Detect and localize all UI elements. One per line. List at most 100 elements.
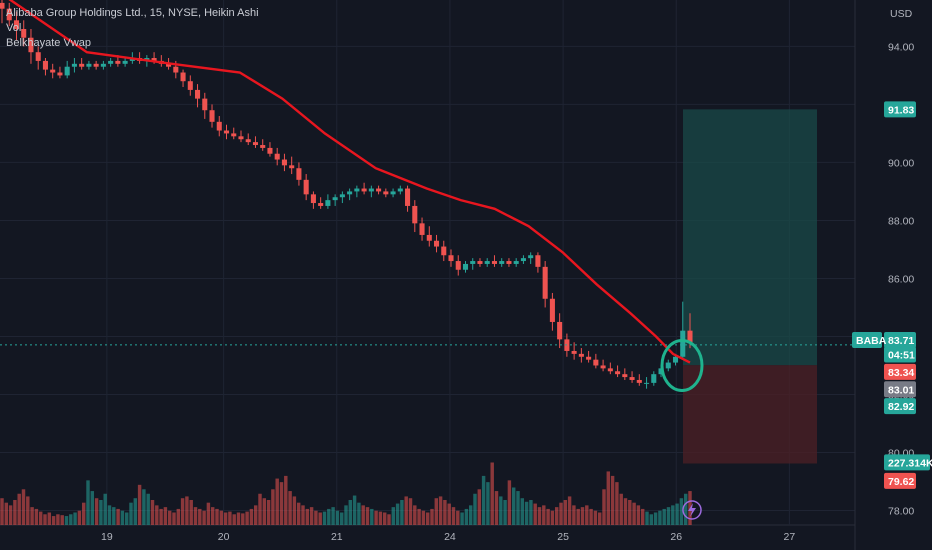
candle-body: [216, 121, 222, 131]
volume-bar: [486, 482, 490, 525]
time-axis[interactable]: 19 20 21 24 25 26 27: [101, 531, 795, 543]
candle-body: [571, 350, 577, 354]
volume-bar: [69, 514, 73, 525]
candle-body: [368, 188, 374, 192]
candle-body: [419, 223, 425, 235]
volume-bar: [542, 505, 546, 525]
candle-body: [252, 142, 259, 146]
volume-bar: [361, 505, 365, 525]
volume-indicator-label[interactable]: Vol: [6, 22, 22, 34]
loss-zone: [683, 365, 817, 464]
candle-body: [448, 255, 454, 262]
volume-bar: [318, 512, 322, 525]
volume-bar: [589, 508, 593, 525]
x-tick-label: 26: [670, 531, 682, 543]
symbol-title[interactable]: Alibaba Group Holdings Ltd., 15, NYSE, H…: [6, 7, 259, 19]
volume-bar: [503, 500, 507, 525]
candle-body: [267, 147, 273, 154]
vwap-indicator-label[interactable]: Belkhayate Vwap: [6, 37, 91, 49]
volume-bar: [524, 501, 529, 525]
candle-body: [607, 368, 613, 372]
volume-bar: [658, 510, 662, 525]
volume-bar: [460, 512, 464, 525]
candle-body: [325, 200, 331, 206]
candle-body: [274, 153, 280, 160]
candle-body: [238, 136, 244, 140]
volume-bar: [344, 505, 348, 525]
price-tag-text: 04:51: [888, 349, 915, 361]
candle-body: [578, 353, 584, 357]
volume-bar: [520, 498, 525, 525]
candle-body: [433, 240, 440, 247]
candle-body: [245, 139, 251, 143]
candle-body: [281, 159, 287, 166]
volume-bar: [26, 496, 30, 525]
candle-body: [629, 377, 635, 380]
volume-bar: [645, 511, 649, 525]
candle-body: [549, 298, 555, 322]
y-tick-label: 78.00: [888, 505, 914, 517]
candle-body: [339, 194, 345, 198]
volume-bar: [365, 507, 370, 525]
volume-bar: [352, 495, 357, 525]
volume-bar: [172, 512, 176, 525]
lightning-icon[interactable]: [682, 500, 702, 520]
volume-bar: [567, 496, 572, 525]
volume-bar: [597, 512, 602, 525]
volume-bar: [628, 500, 632, 525]
volume-bar: [103, 493, 107, 525]
volume-bar: [623, 498, 628, 525]
candle-body: [260, 145, 266, 148]
y-tick-label: 88.00: [888, 215, 914, 227]
volume-bar: [404, 496, 408, 525]
volume-bar: [305, 508, 310, 525]
volume-bar: [288, 491, 292, 525]
candle-body: [441, 246, 447, 256]
volume-bar: [387, 514, 391, 525]
volume-bar: [640, 508, 645, 525]
volume-bar: [262, 498, 267, 525]
candle-body: [303, 179, 309, 195]
volume-bar: [64, 516, 69, 525]
price-tag-text: 79.62: [888, 476, 914, 488]
volume-bars: [0, 462, 692, 525]
volume-bar: [271, 489, 275, 525]
candle-body: [151, 58, 157, 61]
volume-bar: [357, 502, 361, 525]
candle-body: [100, 63, 106, 67]
candle-body: [115, 60, 121, 64]
candle-body: [223, 130, 230, 134]
volume-bar: [73, 512, 77, 525]
candle-body: [426, 234, 432, 241]
x-tick-label: 25: [557, 531, 569, 543]
candle-body: [542, 266, 548, 299]
candle-body: [405, 188, 411, 206]
volume-bar: [146, 493, 150, 525]
profit-zone: [683, 109, 817, 366]
candle-body: [376, 188, 382, 192]
price-tag-baba: BABA: [852, 331, 887, 348]
candle-body: [209, 110, 215, 122]
volume-bar: [499, 496, 503, 525]
price-tag-entry_val: 83.01: [884, 381, 916, 398]
volume-bar: [348, 500, 353, 525]
volume-bar: [649, 514, 654, 525]
x-tick-label: 19: [101, 531, 113, 543]
volume-bar: [370, 508, 374, 525]
volume-bar: [129, 502, 133, 525]
volume-bar: [180, 498, 185, 525]
candle-body: [636, 379, 642, 383]
price-tag-volume: 227.314K: [884, 454, 932, 471]
volume-bar: [253, 505, 258, 525]
volume-bar: [228, 511, 232, 525]
volume-bar: [438, 496, 443, 525]
volume-bar: [292, 496, 297, 525]
volume-bar: [572, 505, 576, 525]
volume-bar: [150, 500, 155, 525]
price-tag-target: 91.83: [884, 101, 916, 118]
volume-bar: [374, 510, 378, 525]
candle-body: [13, 20, 20, 30]
candle-body: [477, 261, 483, 264]
x-tick-label: 20: [218, 531, 230, 543]
